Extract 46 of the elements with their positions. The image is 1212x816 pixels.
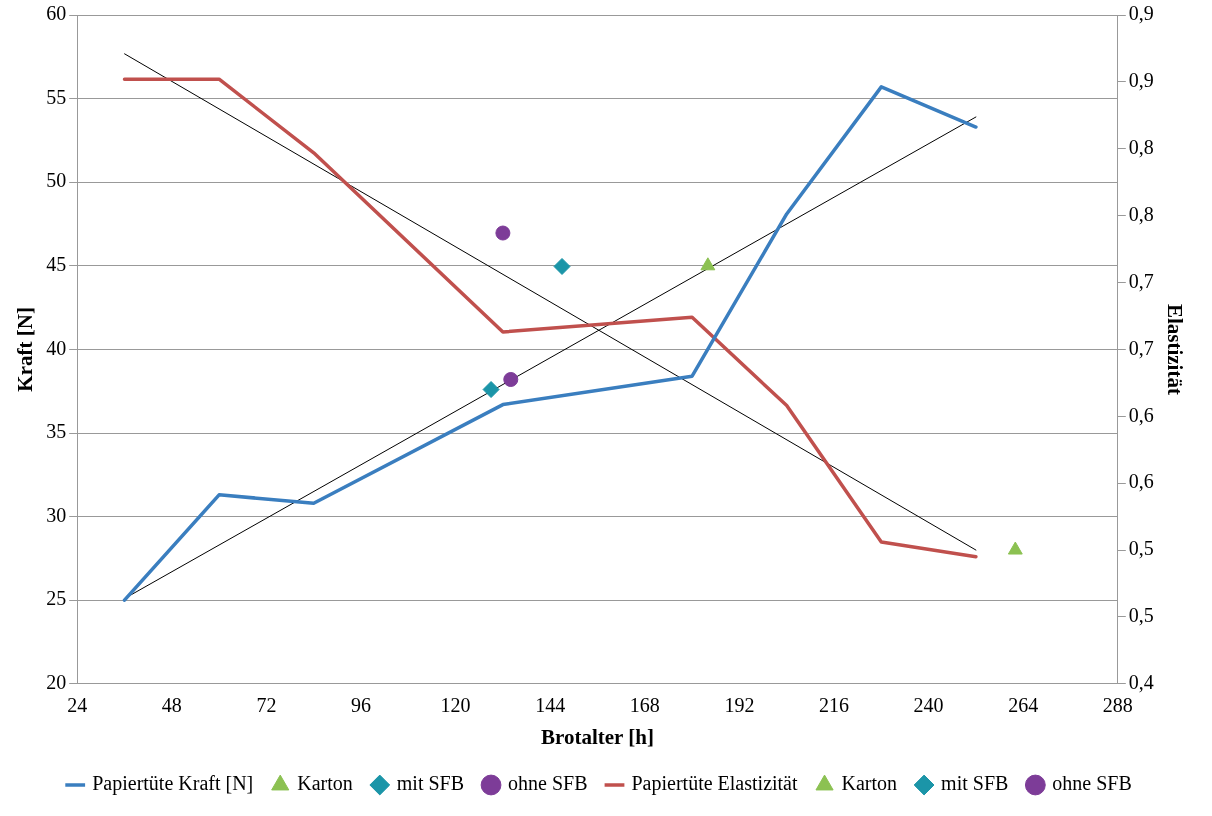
x-tick-label: 240 — [913, 694, 944, 717]
x-tick-label: 144 — [535, 694, 566, 717]
legend-label: Papiertüte Kraft [N] — [92, 772, 254, 796]
legend-label: mit SFB — [396, 772, 465, 795]
x-tick-label: 96 — [351, 694, 371, 717]
y2-tick-label: 0,7 — [1128, 269, 1154, 292]
y2-tick-label: 0,7 — [1128, 336, 1154, 359]
x-tick-label: 72 — [256, 694, 277, 717]
legend-label: Papiertüte Elastizität — [631, 772, 798, 796]
y-tick-label: 20 — [46, 671, 67, 694]
legend-label: mit SFB — [941, 772, 1009, 795]
point — [1007, 541, 1023, 555]
y2-tick-label: 0,9 — [1128, 2, 1154, 25]
x-tick-label: 264 — [1008, 694, 1039, 717]
y2-tick-label: 0,4 — [1128, 671, 1154, 694]
y2-tick-label: 0,6 — [1128, 403, 1154, 426]
legend-label: ohne SFB — [1052, 772, 1132, 795]
y-tick-label: 25 — [46, 587, 67, 610]
y-tick-label: 55 — [46, 85, 67, 108]
legend-label: ohne SFB — [508, 772, 588, 795]
y2-axis-title: Elastizität — [1162, 303, 1187, 395]
y2-tick-label: 0,5 — [1128, 604, 1154, 627]
y-tick-label: 60 — [46, 2, 67, 25]
y2-tick-label: 0,8 — [1128, 202, 1154, 225]
y-tick-label: 35 — [46, 420, 67, 443]
y-tick-label: 40 — [46, 336, 67, 359]
y2-tick-label: 0,9 — [1128, 69, 1154, 92]
y2-tick-label: 0,6 — [1128, 470, 1154, 493]
y-tick-label: 50 — [46, 169, 67, 192]
x-tick-label: 120 — [440, 694, 471, 717]
y-tick-label: 45 — [46, 253, 67, 276]
y2-tick-label: 0,8 — [1128, 136, 1154, 159]
x-tick-label: 192 — [724, 694, 755, 717]
y2-tick-label: 0,5 — [1128, 537, 1154, 560]
x-tick-label: 24 — [67, 694, 88, 717]
y-axis-title: Kraft [N] — [13, 307, 38, 392]
legend-label: Karton — [841, 772, 898, 795]
legend-label: Karton — [297, 772, 353, 795]
point — [553, 257, 571, 275]
x-axis-title: Brotalter [h] — [541, 724, 654, 749]
point — [495, 225, 511, 241]
x-tick-label: 48 — [161, 694, 182, 717]
y-tick-label: 30 — [46, 503, 67, 526]
x-tick-label: 168 — [629, 694, 660, 717]
x-tick-label: 288 — [1102, 694, 1133, 717]
x-tick-label: 216 — [819, 694, 849, 717]
